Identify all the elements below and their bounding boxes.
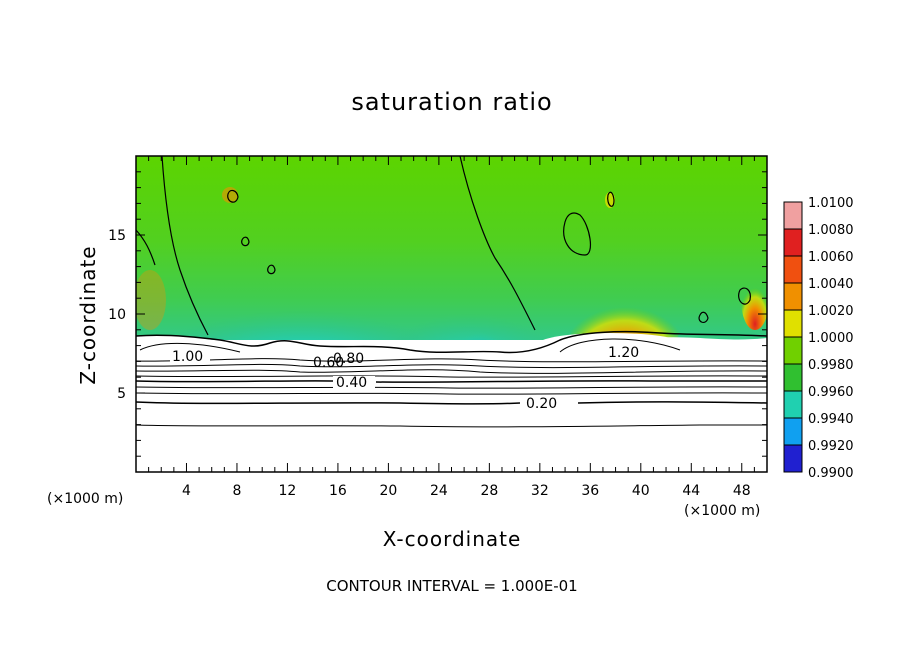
x-tick-label: 40 (632, 483, 650, 499)
colorbar: 1.0100 1.0080 1.0060 1.0040 1.0020 1.0000 0.99… (783, 196, 854, 481)
colorbar-segment (784, 256, 802, 283)
contour-label-0-60: 0.60 (313, 355, 344, 371)
colorbar-segment (784, 391, 802, 418)
colorbar-label: 0.9900 (808, 466, 854, 481)
x-tick-label: 36 (581, 483, 599, 499)
contour-labels: 1.00 0.60 0.80 0.40 0.20 1.20 (170, 345, 639, 412)
colorbar-label: 0.9920 (808, 439, 854, 454)
chart-title: saturation ratio (351, 88, 553, 116)
colorbar-label: 0.9960 (808, 385, 854, 400)
x-tick-label: 12 (279, 483, 297, 499)
colorbar-segment (784, 337, 802, 364)
contour-label-1-20: 1.20 (608, 345, 639, 361)
x-tick-label: 4 (182, 483, 191, 499)
colorbar-label: 1.0060 (808, 250, 854, 265)
colorbar-segment (784, 418, 802, 445)
colorbar-segment (784, 445, 802, 472)
contour-label-1-00: 1.00 (172, 349, 203, 365)
y-tick-label: 5 (117, 386, 126, 402)
x-axis-label: X-coordinate (382, 527, 522, 551)
contour-label-0-20: 0.20 (526, 396, 557, 412)
contour-label-0-80: 0.80 (333, 351, 364, 367)
y-tick-label: 10 (108, 307, 126, 323)
colorbar-label: 1.0000 (808, 331, 854, 346)
colorbar-segment (784, 202, 802, 229)
colorbar-label: 1.0040 (808, 277, 854, 292)
colorbar-label: 0.9940 (808, 412, 854, 427)
x-unit-label-right: (×1000 m) (684, 503, 761, 519)
x-tick-label: 16 (329, 483, 347, 499)
colorbar-label: 0.9980 (808, 358, 854, 373)
x-unit-label-left: (×1000 m) (47, 491, 124, 507)
contour-label-0-40: 0.40 (336, 375, 367, 391)
x-tick-label: 24 (430, 483, 448, 499)
colorbar-segment (784, 229, 802, 256)
colorbar-segment (784, 364, 802, 391)
y-tick-label: 15 (108, 228, 126, 244)
x-tick-label: 44 (682, 483, 700, 499)
colorbar-segment (784, 310, 802, 337)
x-tick-label: 8 (232, 483, 241, 499)
x-axis-ticks: 4 8 12 16 20 24 28 32 36 40 44 48 (148, 156, 755, 499)
contour-interval-note: CONTOUR INTERVAL = 1.000E-01 (326, 577, 578, 595)
colorbar-label: 1.0100 (808, 196, 854, 211)
y-axis-ticks: 5 10 15 (108, 171, 767, 457)
contour-lines (136, 156, 767, 428)
x-tick-label: 28 (480, 483, 498, 499)
x-tick-label: 20 (379, 483, 397, 499)
x-tick-label: 32 (531, 483, 549, 499)
heatmap-field (136, 156, 767, 472)
colorbar-label: 1.0080 (808, 223, 854, 238)
x-tick-label: 48 (733, 483, 751, 499)
colorbar-segment (784, 283, 802, 310)
colorbar-label: 1.0020 (808, 304, 854, 319)
